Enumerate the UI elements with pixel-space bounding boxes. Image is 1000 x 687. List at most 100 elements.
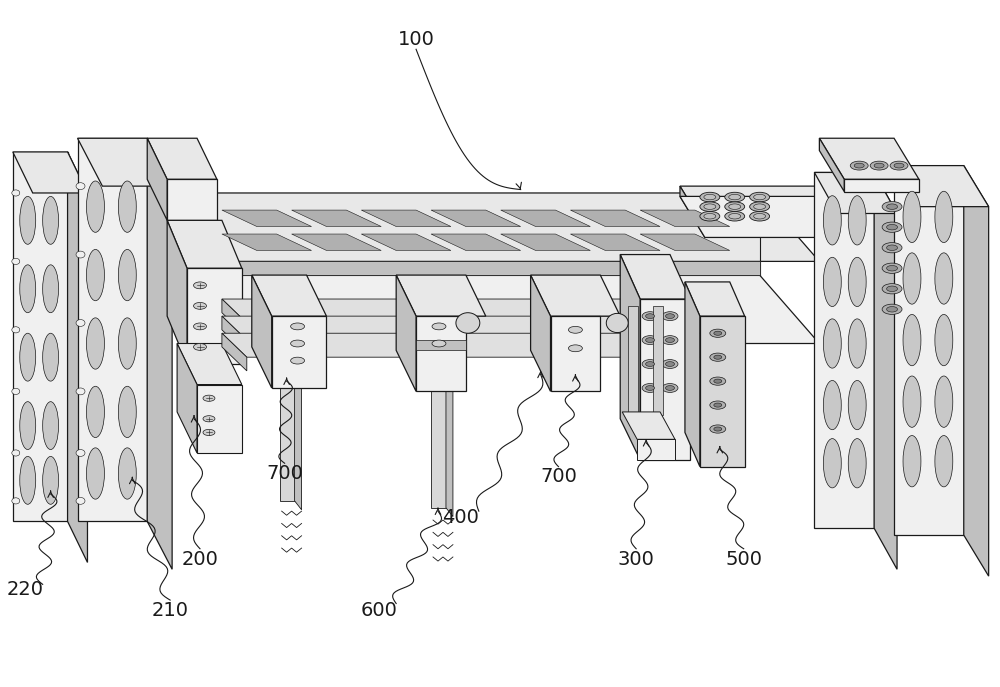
Ellipse shape (194, 282, 206, 289)
Text: 210: 210 (152, 601, 189, 620)
Ellipse shape (935, 315, 953, 365)
Ellipse shape (848, 196, 866, 245)
Polygon shape (680, 186, 844, 227)
Polygon shape (570, 234, 660, 251)
Text: 700: 700 (266, 464, 303, 483)
Ellipse shape (823, 319, 841, 368)
Ellipse shape (850, 161, 868, 170)
Ellipse shape (12, 258, 20, 264)
Polygon shape (172, 261, 232, 344)
Polygon shape (222, 333, 247, 371)
Polygon shape (13, 152, 87, 193)
Ellipse shape (823, 438, 841, 488)
Ellipse shape (194, 323, 206, 330)
Polygon shape (295, 371, 302, 510)
Ellipse shape (700, 192, 720, 202)
Polygon shape (431, 234, 521, 251)
Ellipse shape (118, 448, 136, 499)
Polygon shape (172, 193, 819, 261)
Ellipse shape (714, 331, 722, 335)
Polygon shape (78, 138, 147, 521)
Ellipse shape (823, 258, 841, 306)
Ellipse shape (903, 191, 921, 243)
Ellipse shape (823, 381, 841, 429)
Ellipse shape (76, 183, 85, 190)
Ellipse shape (750, 192, 770, 202)
Ellipse shape (12, 190, 20, 196)
Ellipse shape (874, 164, 884, 168)
Polygon shape (640, 234, 730, 251)
Polygon shape (172, 261, 760, 275)
Polygon shape (222, 333, 745, 357)
Ellipse shape (20, 264, 36, 313)
Ellipse shape (714, 355, 722, 359)
Polygon shape (416, 340, 466, 350)
Polygon shape (700, 316, 745, 466)
Polygon shape (68, 152, 87, 563)
Polygon shape (147, 138, 217, 179)
Polygon shape (197, 385, 242, 453)
Polygon shape (964, 166, 989, 576)
Polygon shape (187, 268, 242, 364)
Ellipse shape (43, 264, 59, 313)
Polygon shape (252, 275, 272, 388)
Ellipse shape (86, 181, 104, 232)
Ellipse shape (882, 304, 902, 315)
Ellipse shape (729, 214, 741, 219)
Ellipse shape (646, 338, 655, 343)
Polygon shape (501, 234, 590, 251)
Ellipse shape (887, 245, 898, 251)
Ellipse shape (935, 376, 953, 427)
Ellipse shape (642, 383, 658, 392)
Text: 700: 700 (540, 467, 577, 486)
Ellipse shape (935, 191, 953, 243)
Ellipse shape (725, 192, 745, 202)
Polygon shape (640, 210, 730, 227)
Ellipse shape (882, 263, 902, 273)
Ellipse shape (118, 249, 136, 301)
Ellipse shape (887, 204, 898, 210)
Ellipse shape (754, 204, 766, 210)
Ellipse shape (903, 253, 921, 304)
Ellipse shape (890, 161, 908, 170)
Polygon shape (620, 255, 690, 299)
Polygon shape (147, 138, 172, 570)
Polygon shape (272, 316, 326, 388)
Ellipse shape (903, 436, 921, 487)
Ellipse shape (568, 345, 582, 352)
Ellipse shape (86, 386, 104, 438)
Polygon shape (653, 306, 663, 416)
Ellipse shape (848, 258, 866, 306)
Ellipse shape (194, 344, 206, 350)
Ellipse shape (903, 376, 921, 427)
Polygon shape (280, 371, 295, 501)
Polygon shape (501, 210, 590, 227)
Ellipse shape (432, 323, 446, 330)
Ellipse shape (882, 284, 902, 294)
Polygon shape (167, 221, 242, 268)
Ellipse shape (203, 416, 215, 422)
Ellipse shape (43, 456, 59, 504)
Ellipse shape (704, 214, 716, 219)
Polygon shape (167, 221, 187, 364)
Ellipse shape (20, 456, 36, 504)
Polygon shape (531, 275, 620, 316)
Text: 300: 300 (618, 550, 655, 569)
Ellipse shape (43, 196, 59, 245)
Ellipse shape (704, 194, 716, 200)
Polygon shape (361, 210, 451, 227)
Ellipse shape (710, 329, 726, 337)
Polygon shape (177, 344, 197, 453)
Polygon shape (396, 275, 416, 392)
Polygon shape (685, 282, 700, 466)
Ellipse shape (203, 429, 215, 436)
Polygon shape (361, 234, 451, 251)
Ellipse shape (710, 377, 726, 385)
Ellipse shape (43, 402, 59, 449)
Polygon shape (431, 210, 521, 227)
Polygon shape (874, 172, 897, 570)
Polygon shape (622, 412, 675, 439)
Ellipse shape (887, 286, 898, 291)
Polygon shape (13, 152, 68, 521)
Ellipse shape (12, 388, 20, 394)
